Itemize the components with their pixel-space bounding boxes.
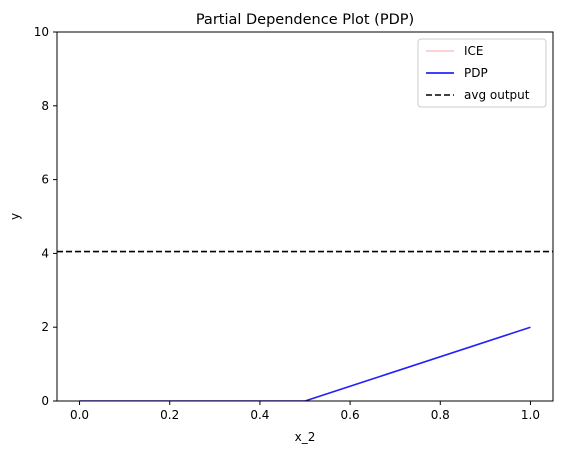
- y-tick-label: 0: [41, 394, 49, 408]
- legend-label-pdp: PDP: [464, 66, 488, 80]
- y-tick-label: 2: [41, 320, 49, 334]
- tick-marks: [53, 31, 531, 405]
- legend-box: [417, 38, 547, 108]
- series-pdp-line: [79, 326, 531, 401]
- y-axis-label: y: [8, 213, 22, 220]
- y-tick-label: 6: [41, 173, 49, 187]
- y-tick-label: 8: [41, 99, 49, 113]
- x-tick-label: 0.6: [341, 408, 360, 422]
- series-ice-line: [79, 326, 531, 401]
- chart-title: Partial Dependence Plot (PDP): [196, 12, 414, 28]
- x-tick-label: 0.2: [160, 408, 179, 422]
- legend-label-ice: ICE: [464, 44, 484, 58]
- x-tick-label: 0.8: [431, 408, 450, 422]
- x-tick-label: 0.0: [70, 408, 89, 422]
- axes-frame: [56, 31, 554, 402]
- x-axis-label: x_2: [295, 430, 316, 444]
- legend: ICE PDP avg output: [417, 38, 547, 108]
- y-tick-label: 4: [41, 246, 49, 260]
- x-tick-label: 1.0: [521, 408, 540, 422]
- plot-area: [57, 250, 553, 401]
- y-tick-label: 10: [34, 25, 49, 39]
- x-tick-label: 0.4: [250, 408, 269, 422]
- legend-label-avg-output: avg output: [464, 88, 530, 102]
